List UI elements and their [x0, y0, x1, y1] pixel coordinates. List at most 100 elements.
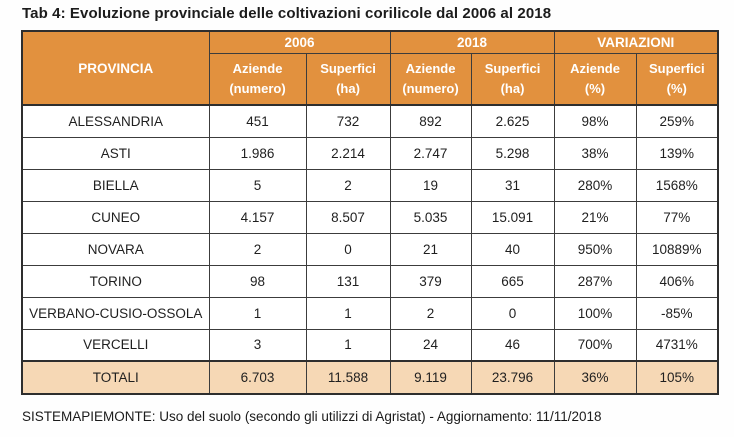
cell-aziende-2006: 451 — [208, 104, 307, 138]
cell-superfici-2018: 40 — [470, 232, 555, 266]
col-group-2018: 2018 — [389, 30, 555, 54]
cell-superfici-2006: 2 — [305, 168, 391, 202]
cell-aziende-2006: 98 — [208, 264, 307, 298]
cell-superfici-var: 406% — [635, 264, 719, 298]
cell-aziende-2018: 2 — [389, 296, 472, 330]
total-aziende-2018: 9.119 — [389, 360, 472, 395]
cell-aziende-var: 21% — [553, 200, 637, 234]
cell-superfici-2018: 31 — [470, 168, 555, 202]
col-header-superfici-2006: Superfici (ha) — [305, 52, 391, 106]
cell-aziende-2018: 24 — [389, 328, 472, 362]
total-aziende-2006: 6.703 — [208, 360, 307, 395]
province-cell: VERCELLI — [21, 328, 210, 362]
province-cell: TORINO — [21, 264, 210, 298]
cell-aziende-var: 38% — [553, 136, 637, 170]
table-row-alessandria: ALESSANDRIA 451 732 892 2.625 98% 259% — [21, 104, 719, 138]
cell-superfici-var: 10889% — [635, 232, 719, 266]
cell-superfici-2006: 131 — [305, 264, 391, 298]
cell-superfici-2006: 1 — [305, 328, 391, 362]
cell-superfici-var: 1568% — [635, 168, 719, 202]
cell-aziende-2006: 4.157 — [208, 200, 307, 234]
cell-superfici-var: -85% — [635, 296, 719, 330]
table-row-torino: TORINO 98 131 379 665 287% 406% — [21, 264, 719, 298]
col-header-line2: (numero) — [402, 80, 459, 96]
table-row-totali: TOTALI 6.703 11.588 9.119 23.796 36% 105… — [21, 360, 719, 395]
cell-aziende-var: 287% — [553, 264, 637, 298]
table-row-novara: NOVARA 2 0 21 40 950% 10889% — [21, 232, 719, 266]
table-header: PROVINCIA 2006 2018 VARIAZIONI Aziende (… — [21, 30, 719, 106]
col-header-line2: (%) — [666, 80, 687, 96]
cell-superfici-2018: 665 — [470, 264, 555, 298]
cell-aziende-var: 98% — [553, 104, 637, 138]
cell-aziende-2006: 5 — [208, 168, 307, 202]
col-header-line2: (numero) — [229, 80, 286, 96]
cell-aziende-2018: 2.747 — [389, 136, 472, 170]
province-cell: CUNEO — [21, 200, 210, 234]
cell-aziende-2006: 2 — [208, 232, 307, 266]
cell-superfici-2018: 15.091 — [470, 200, 555, 234]
cell-superfici-2018: 46 — [470, 328, 555, 362]
col-header-line1: Superfici — [484, 60, 541, 76]
cell-aziende-2018: 379 — [389, 264, 472, 298]
province-cell: VERBANO-CUSIO-OSSOLA — [21, 296, 210, 330]
cell-superfici-2006: 1 — [305, 296, 391, 330]
total-superfici-2006: 11.588 — [305, 360, 391, 395]
total-superfici-2018: 23.796 — [470, 360, 555, 395]
col-header-line2: (ha) — [500, 80, 525, 96]
data-table: PROVINCIA 2006 2018 VARIAZIONI Aziende (… — [21, 30, 720, 395]
cell-superfici-var: 139% — [635, 136, 719, 170]
cell-aziende-2006: 3 — [208, 328, 307, 362]
cell-aziende-2006: 1.986 — [208, 136, 307, 170]
col-header-line1: Aziende — [405, 60, 456, 76]
col-header-aziende-2006: Aziende (numero) — [208, 52, 307, 106]
cell-superfici-var: 259% — [635, 104, 719, 138]
table-row-vercelli: VERCELLI 3 1 24 46 700% 4731% — [21, 328, 719, 362]
cell-superfici-2006: 0 — [305, 232, 391, 266]
col-header-line2: (%) — [584, 80, 606, 96]
col-header-aziende-variazioni: Aziende (%) — [553, 52, 637, 106]
table-row-verbano-cusio-ossola: VERBANO-CUSIO-OSSOLA 1 1 2 0 100% -85% — [21, 296, 719, 330]
source-note: SISTEMAPIEMONTE: Uso del suolo (secondo … — [22, 409, 602, 424]
table-title: Tab 4: Evoluzione provinciale delle colt… — [22, 5, 552, 22]
cell-superfici-2018: 0 — [470, 296, 555, 330]
table-row-cuneo: CUNEO 4.157 8.507 5.035 15.091 21% 77% — [21, 200, 719, 234]
cell-superfici-2006: 8.507 — [305, 200, 391, 234]
cell-superfici-var: 4731% — [635, 328, 719, 362]
province-cell: ASTI — [21, 136, 210, 170]
col-header-aziende-2018: Aziende (numero) — [389, 52, 472, 106]
col-group-variazioni: VARIAZIONI — [553, 30, 719, 54]
cell-superfici-2018: 5.298 — [470, 136, 555, 170]
cell-aziende-2018: 21 — [389, 232, 472, 266]
province-cell: NOVARA — [21, 232, 210, 266]
cell-aziende-var: 280% — [553, 168, 637, 202]
table-row-biella: BIELLA 5 2 19 31 280% 1568% — [21, 168, 719, 202]
total-label-cell: TOTALI — [21, 360, 210, 395]
col-header-line1: Aziende — [570, 60, 620, 76]
cell-superfici-2006: 2.214 — [305, 136, 391, 170]
col-group-2006: 2006 — [208, 30, 391, 54]
col-header-line1: Superfici — [320, 60, 376, 76]
cell-aziende-var: 100% — [553, 296, 637, 330]
table-row-asti: ASTI 1.986 2.214 2.747 5.298 38% 139% — [21, 136, 719, 170]
province-cell: ALESSANDRIA — [21, 104, 210, 138]
cell-aziende-2006: 1 — [208, 296, 307, 330]
cell-aziende-var: 950% — [553, 232, 637, 266]
header-group-row: PROVINCIA 2006 2018 VARIAZIONI — [21, 30, 719, 106]
table-body: ALESSANDRIA 451 732 892 2.625 98% 259% A… — [21, 104, 719, 395]
header-sub-row: Aziende (numero) Superfici (ha) Aziende … — [22, 52, 719, 106]
cell-superfici-2006: 732 — [305, 104, 391, 138]
col-header-line1: Aziende — [232, 60, 283, 76]
col-header-provincia: PROVINCIA — [21, 30, 210, 106]
cell-aziende-2018: 5.035 — [389, 200, 472, 234]
province-cell: BIELLA — [21, 168, 210, 202]
col-header-superfici-2018: Superfici (ha) — [470, 52, 555, 106]
cell-aziende-var: 700% — [553, 328, 637, 362]
col-header-line2: (ha) — [336, 80, 360, 96]
cell-aziende-2018: 892 — [389, 104, 472, 138]
cell-aziende-2018: 19 — [389, 168, 472, 202]
col-header-line1: Superfici — [648, 60, 705, 76]
cell-superfici-var: 77% — [635, 200, 719, 234]
cell-superfici-2018: 2.625 — [470, 104, 555, 138]
total-aziende-var: 36% — [553, 360, 637, 395]
